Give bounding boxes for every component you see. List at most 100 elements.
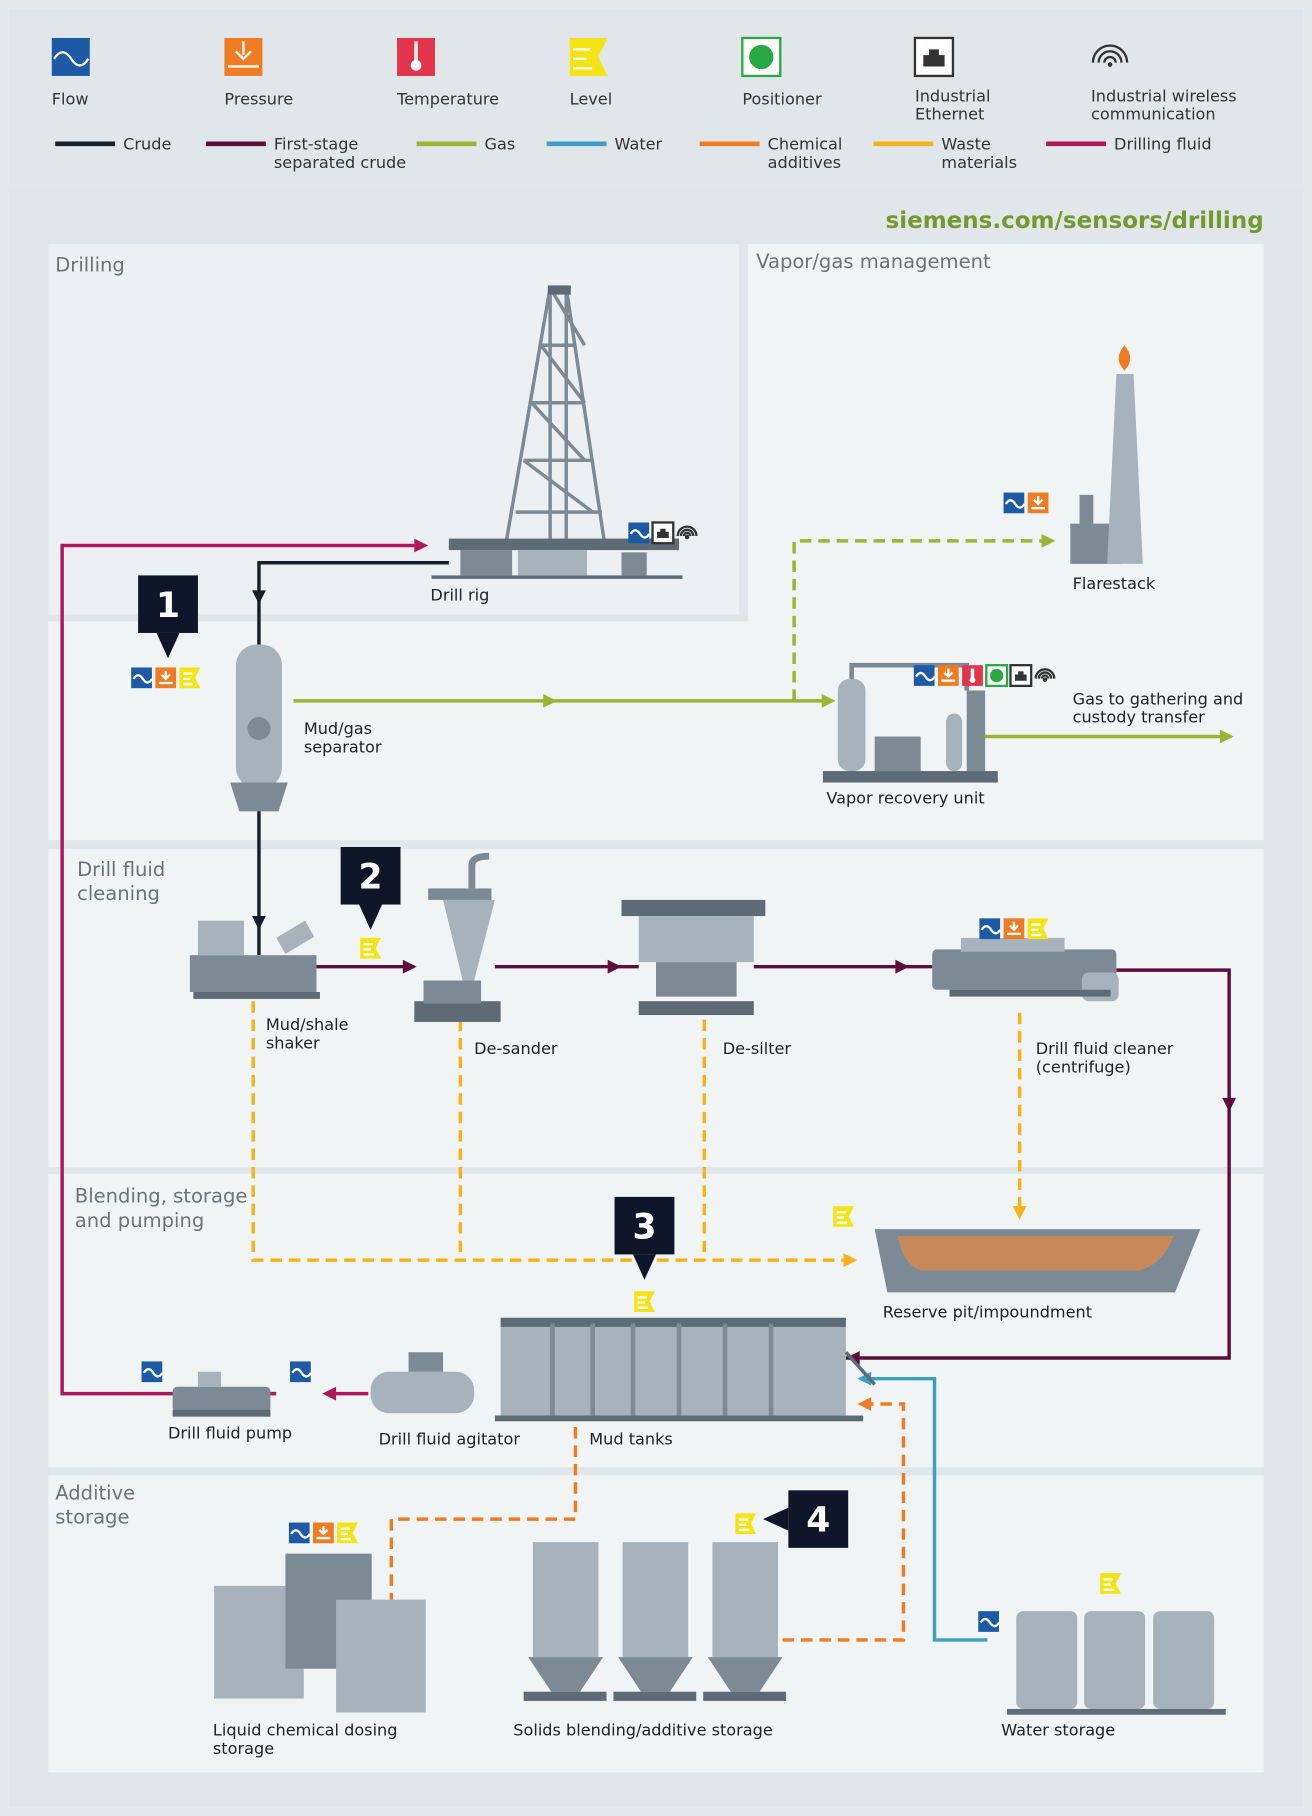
equipment-part: [967, 690, 985, 771]
page: Drilling process overview {"legend":{ "i…: [0, 0, 1312, 1816]
callout-number: 1: [156, 586, 180, 626]
equipment-label: Vapor recovery unit: [826, 788, 984, 807]
equipment-part: [518, 550, 587, 575]
legend-label: Industrial wireless: [1091, 86, 1237, 105]
section-title: and pumping: [75, 1209, 204, 1232]
legend-label: communication: [1091, 105, 1216, 124]
legend-label: separated crude: [274, 153, 406, 172]
legend-label: additives: [768, 153, 841, 172]
legend-label: Industrial: [915, 86, 991, 105]
callout-number: 2: [359, 857, 383, 897]
legend-label: Flow: [52, 90, 89, 109]
equipment-label: Drill fluid agitator: [379, 1429, 521, 1448]
legend-label: Level: [570, 90, 613, 109]
equipment-label: custody transfer: [1073, 708, 1206, 727]
legend-label: Waste: [941, 135, 990, 154]
agitator: [371, 1372, 475, 1413]
equipment-part: [495, 1416, 863, 1422]
section-title: Blending, storage: [75, 1185, 248, 1208]
legend-label: Drilling fluid: [1114, 135, 1212, 154]
equipment-label: (centrifuge): [1036, 1058, 1131, 1077]
section-vapor: [748, 244, 1264, 624]
legend-label: First-stage: [274, 135, 359, 154]
equipment-label: De-silter: [723, 1039, 792, 1058]
equipment-part: [621, 552, 646, 575]
equipment-part: [949, 990, 1110, 997]
equipment-label: storage: [213, 1739, 274, 1758]
wireless-dot: [685, 535, 690, 540]
positioner-dot: [990, 669, 1003, 682]
equipment-part: [639, 916, 754, 962]
equipment-label: Gas to gathering and: [1073, 689, 1244, 708]
silo: [533, 1542, 599, 1657]
vru-tank: [838, 679, 866, 771]
shaker: [190, 955, 317, 992]
equipment-label: Solids blending/additive storage: [513, 1720, 773, 1739]
equipment-label: Reserve pit/impoundment: [883, 1303, 1092, 1322]
legend-label: Ethernet: [915, 105, 984, 124]
centrifuge-motor: [1082, 972, 1119, 1001]
equipment-part: [823, 771, 998, 783]
equipment-part: [723, 1323, 728, 1415]
legend-label: Pressure: [224, 90, 293, 109]
equipment-part: [230, 783, 288, 812]
equipment-part: [656, 962, 737, 997]
section-title: storage: [55, 1506, 129, 1529]
water-tank: [1084, 1611, 1145, 1709]
pump: [173, 1387, 271, 1412]
equipment-label: Water storage: [1001, 1720, 1115, 1739]
equipment-part: [524, 1692, 607, 1701]
equipment-part: [173, 1410, 271, 1417]
positioner-dot: [749, 45, 773, 69]
equipment-part: [432, 575, 683, 578]
separator-port: [247, 717, 270, 740]
temp-bulb: [411, 60, 422, 71]
link: siemens.com/sensors/drilling: [886, 208, 1264, 234]
separator: [236, 644, 282, 788]
legend-label: Chemical: [768, 135, 843, 154]
diagram: Flow Pressure Temperature Level Positioner In…: [0, 0, 1312, 1816]
equipment-label: Liquid chemical dosing: [213, 1720, 398, 1739]
water-tank: [1153, 1611, 1214, 1709]
equipment-part: [548, 285, 571, 294]
equipment-part: [1007, 1709, 1226, 1715]
callout-number: 3: [632, 1207, 656, 1247]
equipment-label: De-sander: [474, 1039, 558, 1058]
silo: [712, 1542, 778, 1657]
legend-label: Gas: [485, 135, 516, 154]
section-title: cleaning: [77, 882, 160, 905]
equipment-label: Flarestack: [1073, 574, 1156, 593]
equipment-part: [613, 1692, 696, 1701]
legend-label: Temperature: [396, 90, 499, 109]
equipment-part: [677, 1323, 682, 1415]
equipment-part: [875, 737, 921, 772]
section-title: Vapor/gas management: [756, 250, 991, 273]
legend-label: Crude: [123, 135, 171, 154]
equipment-label: Mud/shale: [266, 1015, 349, 1034]
liquid-tank: [336, 1600, 426, 1713]
equipment-part: [631, 1323, 636, 1415]
legend-label: Positioner: [742, 90, 822, 109]
equipment-part: [198, 921, 244, 956]
equipment-part: [769, 1323, 774, 1415]
equipment-label: Mud tanks: [589, 1429, 673, 1448]
equipment-part: [424, 981, 482, 1004]
equipment-part: [414, 1001, 500, 1022]
equipment-part: [193, 992, 320, 999]
section-title: Drilling: [55, 254, 125, 277]
equipment-part: [409, 1352, 444, 1372]
desilter: [621, 900, 765, 916]
water-tank: [1016, 1611, 1077, 1709]
wireless-dot: [1108, 62, 1113, 67]
equipment-label: Drill rig: [430, 586, 489, 605]
wireless-dot: [1043, 677, 1048, 682]
silo: [623, 1542, 689, 1657]
legend-label: materials: [941, 153, 1017, 172]
equipment-label: Drill fluid cleaner: [1036, 1039, 1174, 1058]
equipment-part: [703, 1692, 786, 1701]
equipment-part: [198, 1372, 221, 1387]
equipment-label: separator: [304, 738, 382, 757]
equipment-label: Drill fluid pump: [168, 1424, 292, 1443]
vru-tank: [946, 714, 962, 772]
pit-fill: [898, 1236, 1174, 1271]
